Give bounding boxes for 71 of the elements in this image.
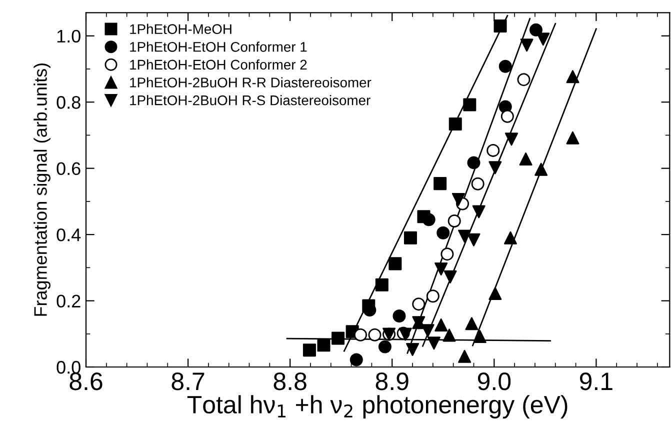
x-tick-label: 8.8 [274, 372, 306, 390]
y-tick-label: 0.0 [56, 360, 80, 374]
y-tick-label: 1.0 [57, 30, 80, 43]
legend-label: 1PhEtOH-EtOH Conformer 1 [130, 42, 307, 52]
point [504, 231, 517, 244]
point [375, 278, 388, 292]
point [392, 310, 406, 323]
point [440, 248, 454, 261]
point [426, 290, 440, 303]
point [412, 298, 426, 311]
point [448, 214, 461, 228]
point [494, 19, 507, 32]
point [566, 70, 580, 84]
point [421, 324, 434, 338]
point [463, 98, 476, 112]
point [504, 132, 518, 146]
point [566, 131, 580, 144]
point [448, 117, 462, 130]
x-tick-label: 8.9 [376, 372, 408, 390]
point [452, 192, 465, 206]
legend-label: 1PhEtOH-2BuOH R-S Diastereoisomer [130, 95, 370, 106]
point [354, 328, 367, 342]
point [520, 38, 534, 52]
point [465, 317, 478, 330]
point [434, 318, 448, 332]
point [517, 73, 530, 86]
point [422, 213, 436, 226]
y-axis-title: Fragmentation signal (arb.units) [34, 64, 50, 316]
point [536, 32, 550, 46]
point [444, 270, 457, 284]
x-tick-label: 9.0 [478, 372, 511, 390]
point [488, 161, 502, 174]
legend-label: 1PhEtOH-2BuOH R-R Diastereoisomer [130, 77, 372, 88]
y-tick-label: 0.6 [56, 162, 80, 176]
point [350, 353, 363, 366]
point [406, 342, 420, 356]
point [378, 340, 392, 354]
point [427, 336, 440, 350]
point [467, 156, 480, 170]
point [486, 144, 500, 157]
y-tick-label: 0.4 [56, 228, 81, 242]
x-tick-label: 9.1 [580, 372, 612, 390]
point [472, 205, 486, 218]
point [498, 60, 512, 73]
point [519, 152, 532, 166]
point [368, 328, 382, 342]
point [434, 177, 447, 190]
y-tick-label: 0.2 [56, 294, 80, 308]
point [458, 350, 472, 363]
point [471, 177, 484, 190]
legend-label: 1PhEtOH-EtOH Conformer 2 [130, 59, 307, 70]
point [500, 110, 514, 123]
point [332, 332, 345, 345]
point [436, 226, 450, 240]
point [488, 286, 502, 300]
point [473, 330, 486, 344]
point [317, 338, 330, 352]
point [529, 23, 542, 36]
point [534, 162, 548, 176]
x-tick-label: 8.6 [70, 372, 102, 390]
legend-label: 1PhEtOH-MeOH [130, 24, 232, 34]
point [458, 230, 472, 243]
point [404, 231, 417, 244]
point [467, 233, 480, 246]
point [388, 257, 402, 270]
x-axis-title: Total hν$_{1}$ +h ν$_{2}$ photonenergy (eV) [187, 395, 568, 418]
point [302, 344, 316, 357]
point [442, 328, 456, 342]
y-tick-label: 0.8 [56, 96, 80, 109]
x-tick-label: 8.7 [172, 372, 204, 390]
point [434, 262, 448, 276]
